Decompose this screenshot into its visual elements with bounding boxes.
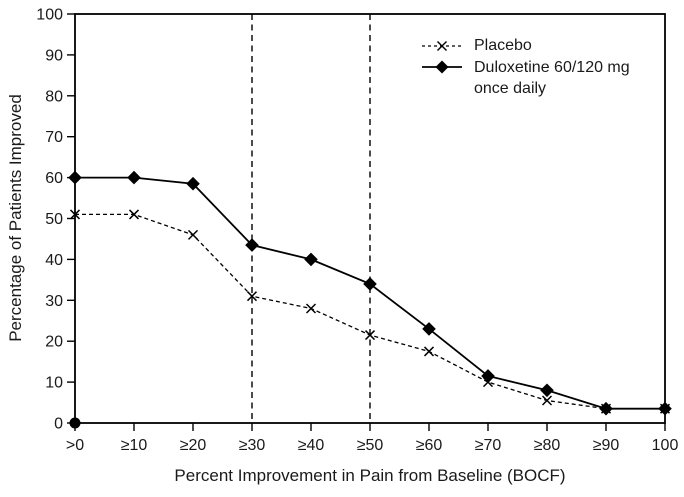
placebo-dashed-x-line-icon [421, 39, 463, 53]
duloxetine-diamond-marker [422, 322, 436, 336]
duloxetine-diamond-marker [68, 170, 82, 185]
y-tick-label: 20 [45, 334, 63, 351]
duloxetine-diamond-marker [304, 252, 318, 267]
x-tick-label: ≥90 [593, 437, 620, 454]
placebo-x-marker [541, 395, 553, 406]
duloxetine-diamond-marker [245, 238, 259, 252]
placebo-x-marker [128, 209, 140, 220]
x-tick-label: ≥60 [416, 437, 443, 454]
x-tick-label: ≥50 [357, 437, 384, 454]
legend: Placebo Duloxetine 60/120 mg once daily [421, 35, 630, 100]
legend-label-placebo: Placebo [474, 37, 532, 54]
x-tick-label: ≥10 [121, 437, 148, 454]
y-tick-label: 40 [45, 252, 63, 269]
y-tick-label: 10 [45, 375, 63, 392]
y-tick-label: 50 [45, 211, 63, 228]
x-tick-label: >0 [66, 437, 84, 454]
y-tick-label: 70 [45, 129, 63, 146]
y-tick-label: 0 [54, 416, 63, 433]
placebo-x-marker [305, 303, 317, 314]
duloxetine-diamond-marker [658, 401, 672, 416]
duloxetine-solid-diamond-line-icon [421, 60, 463, 74]
y-axis-title: Percentage of Patients Improved [6, 94, 25, 342]
x-tick-label: ≥80 [534, 437, 561, 454]
legend-item-duloxetine: Duloxetine 60/120 mg [421, 57, 630, 79]
legend-item-duloxetine-line2: once daily [421, 78, 630, 100]
placebo-x-marker [187, 229, 199, 240]
duloxetine-diamond-marker [127, 170, 141, 185]
duloxetine-diamond-marker [540, 383, 554, 398]
x-axis-title: Percent Improvement in Pain from Baselin… [174, 466, 566, 485]
origin-dot [69, 417, 81, 429]
placebo-x-marker [364, 330, 376, 341]
duloxetine-diamond-marker [599, 401, 613, 416]
duloxetine-diamond-marker [186, 176, 200, 191]
x-tick-label: ≥40 [298, 437, 325, 454]
placebo-x-marker [423, 346, 435, 357]
duloxetine-diamond-marker [481, 369, 495, 383]
legend-label-duloxetine-cont: once daily [474, 80, 547, 97]
y-tick-label: 80 [45, 88, 63, 105]
legend-label-duloxetine: Duloxetine 60/120 mg [474, 58, 630, 76]
duloxetine-diamond-marker [363, 277, 377, 291]
y-tick-label: 100 [36, 7, 63, 24]
y-tick-label: 30 [45, 293, 63, 310]
y-tick-label: 90 [45, 47, 63, 64]
placebo-x-marker [69, 209, 81, 220]
x-tick-label: ≥30 [239, 437, 266, 454]
placebo-x-marker [246, 291, 258, 302]
x-tick-label: ≥70 [475, 437, 502, 454]
x-tick-label: ≥20 [180, 437, 207, 454]
x-tick-label: 100 [652, 437, 679, 454]
legend-item-placebo: Placebo [421, 35, 630, 57]
y-tick-label: 60 [45, 170, 63, 187]
